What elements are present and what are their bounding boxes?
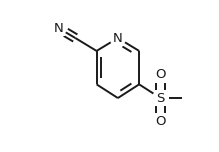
Text: N: N — [113, 31, 123, 45]
Text: N: N — [54, 22, 64, 35]
Text: O: O — [155, 68, 166, 81]
Text: S: S — [156, 92, 165, 105]
Text: O: O — [155, 115, 166, 128]
